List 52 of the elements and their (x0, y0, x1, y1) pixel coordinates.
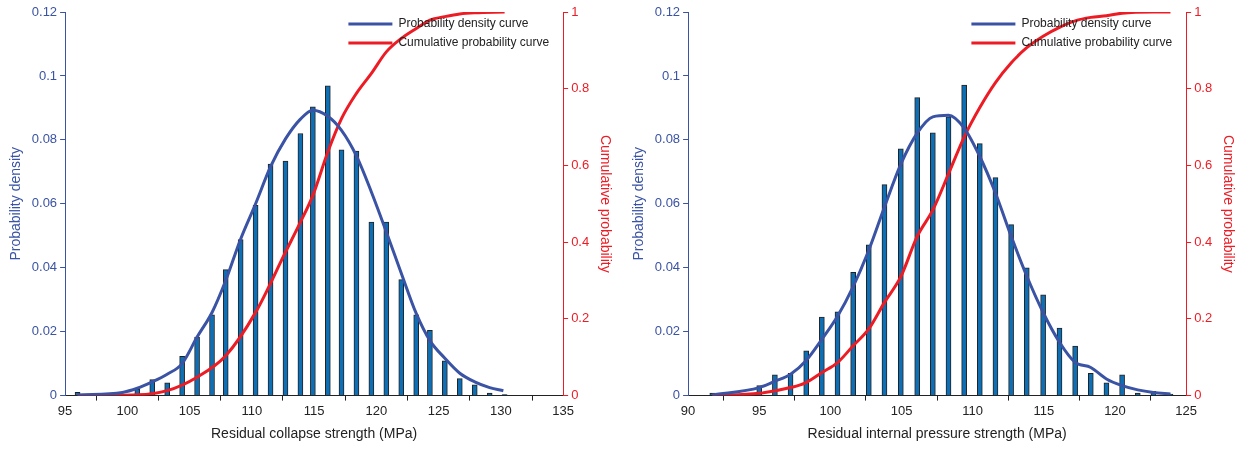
x-tick-label: 115 (1033, 402, 1055, 418)
y2-tick-label: 0.8 (1194, 80, 1213, 96)
y-tick-label: 0.06 (31, 195, 58, 211)
x-tick-label: 110 (962, 402, 984, 418)
y-tick-label: 0.1 (662, 67, 681, 83)
y-axis-title: Probability density (7, 146, 24, 261)
y2-tick-label: 0.6 (571, 157, 590, 173)
y2-tick-label: 0.2 (571, 310, 590, 326)
x-tick-label: 95 (57, 402, 73, 418)
y-tick-label: 0.1 (39, 67, 58, 83)
x-axis-title: Residual collapse strength (MPa) (211, 425, 418, 442)
x-tick-label: 125 (1175, 402, 1197, 418)
y-axis-title: Probability density (630, 146, 647, 261)
y-tick-label: 0.04 (654, 259, 681, 275)
line-series (76, 108, 505, 396)
x-tick-label: 95 (752, 402, 767, 418)
x-tick-label: 120 (365, 402, 388, 418)
x-tick-label: 105 (890, 402, 913, 418)
line-series (710, 113, 1172, 396)
y-tick-label: 0.06 (654, 195, 681, 211)
x-tick-label: 130 (490, 402, 512, 418)
x-tick-label: 90 (680, 402, 696, 418)
x-tick-label: 120 (1104, 402, 1126, 418)
y2-tick-label: 0.2 (1194, 310, 1213, 326)
x-tick-label: 100 (819, 402, 842, 418)
y2-tick-label: 0 (1194, 387, 1202, 403)
x-tick-label: 135 (552, 402, 574, 418)
y-tick-label: 0.08 (654, 131, 681, 147)
x-tick-label: 115 (303, 402, 325, 418)
y2-tick-label: 0.4 (1194, 233, 1213, 249)
y2-tick-label: 0.4 (571, 233, 590, 249)
x-axis-title: Residual internal pressure strength (MPa) (807, 425, 1067, 442)
x-tick-label: 110 (241, 402, 263, 418)
y2-tick-label: 0.6 (1194, 157, 1213, 173)
y-tick-label: 0.02 (31, 323, 58, 339)
legend-label: Cumulative probability curve (398, 35, 550, 50)
y-tick-label: 0.12 (31, 3, 58, 19)
x-tick-label: 105 (178, 402, 201, 418)
y2-tick-label: 0 (571, 387, 579, 403)
y-tick-label: 0.04 (31, 259, 58, 275)
y-tick-label: 0.08 (31, 131, 58, 147)
y2-tick-label: 1 (1194, 3, 1202, 19)
y-tick-label: 0.02 (654, 323, 681, 339)
x-tick-label: 100 (116, 402, 139, 418)
y-tick-label: 0 (672, 387, 681, 403)
y-tick-label: 0 (49, 387, 58, 403)
x-tick-label: 125 (427, 402, 450, 418)
y2-axis-title: Cumulative probability (597, 134, 614, 273)
y2-tick-label: 1 (571, 3, 579, 19)
y-tick-label: 0.12 (654, 3, 681, 19)
y2-axis-title: Cumulative probability (1220, 134, 1237, 273)
y2-tick-label: 0.8 (571, 80, 590, 96)
